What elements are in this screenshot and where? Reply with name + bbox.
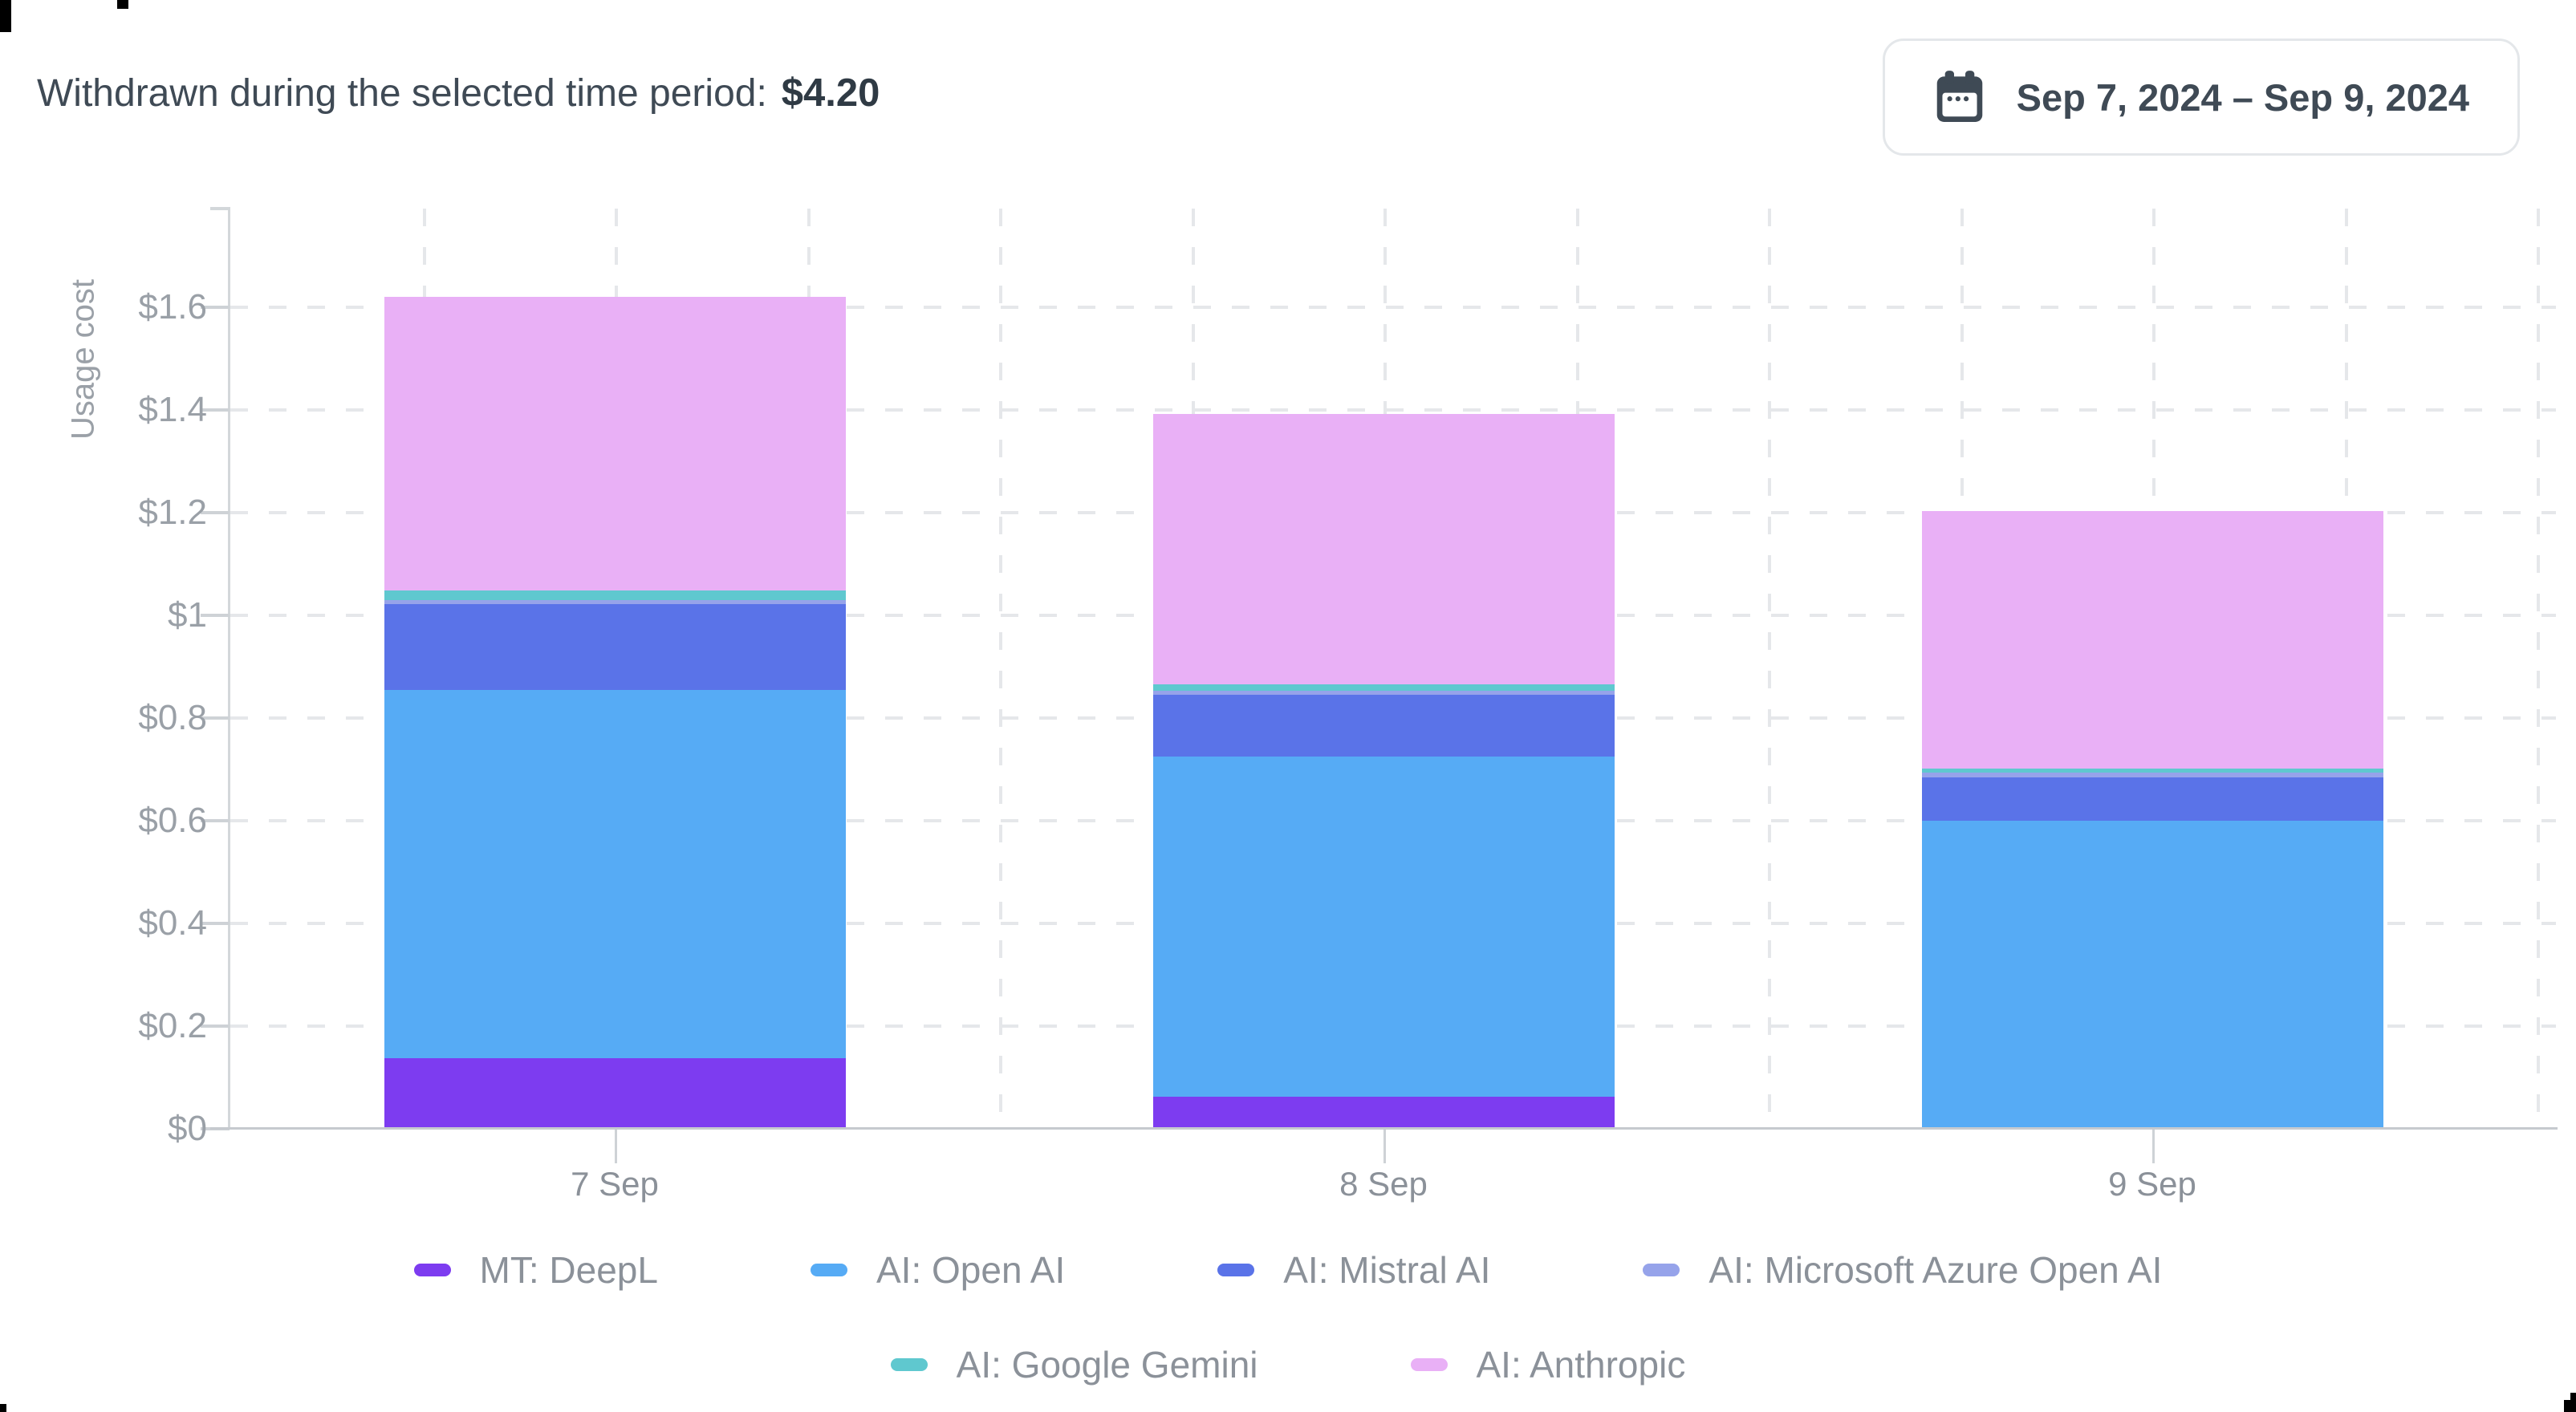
withdrawn-label: Withdrawn during the selected time perio… (37, 72, 767, 115)
y-tick-mark (201, 511, 230, 514)
bar-segment[interactable] (1921, 769, 2383, 773)
y-axis-line (228, 207, 230, 1130)
x-tick-label: 7 Sep (571, 1165, 659, 1203)
page-crop-artifact (0, 0, 11, 32)
legend-swatch-icon (810, 1264, 847, 1276)
y-tick-label: $1.2 (138, 493, 207, 532)
x-tick-label: 8 Sep (1339, 1165, 1428, 1203)
legend-swatch-icon (1643, 1264, 1680, 1276)
legend-swatch-icon (1410, 1358, 1448, 1371)
legend-item[interactable]: AI: Open AI (810, 1248, 1066, 1292)
legend-item[interactable]: MT: DeepL (413, 1248, 658, 1292)
calendar-icon (1933, 69, 1986, 125)
legend-item[interactable]: AI: Google Gemini (890, 1343, 1258, 1386)
h-gridline (230, 306, 2556, 309)
withdrawn-summary: Withdrawn during the selected time perio… (37, 71, 880, 116)
x-tick-mark (2152, 1130, 2155, 1163)
legend-item[interactable]: AI: Anthropic (1410, 1343, 1686, 1386)
legend-label: AI: Mistral AI (1283, 1249, 1491, 1291)
h-gridline (230, 408, 2556, 412)
page-crop-artifact (2570, 1393, 2576, 1400)
legend-row: MT: DeepL AI: Open AI AI: Mistral AI AI: Mi… (0, 1248, 2576, 1292)
y-tick-mark (201, 614, 230, 617)
page-crop-artifact (0, 1404, 6, 1412)
bar-segment[interactable] (384, 297, 846, 590)
bar-segment[interactable] (1921, 511, 2383, 769)
bar-segment[interactable] (1152, 684, 1615, 691)
bar-segment[interactable] (384, 604, 846, 690)
x-axis-line (210, 1127, 2558, 1130)
legend-label: AI: Microsoft Azure Open AI (1709, 1249, 2163, 1291)
v-gridline (1768, 209, 1771, 1128)
legend-label: MT: DeepL (479, 1249, 658, 1291)
y-tick-mark (201, 1025, 230, 1028)
legend-label: AI: Open AI (876, 1249, 1066, 1291)
y-tick-label: $1.4 (138, 390, 207, 429)
y-tick-mark (201, 922, 230, 925)
v-gridline (999, 209, 1002, 1128)
legend-item[interactable]: AI: Mistral AI (1217, 1248, 1490, 1292)
bar-segment[interactable] (1152, 414, 1615, 684)
bar-segment[interactable] (1921, 821, 2383, 1127)
y-tick-mark (201, 408, 230, 412)
page-crop-artifact (2564, 1400, 2576, 1412)
date-range-picker[interactable]: Sep 7, 2024 – Sep 9, 2024 (1882, 39, 2520, 156)
bar-segment[interactable] (384, 1058, 846, 1127)
y-tick-label: $0.4 (138, 903, 207, 943)
y-axis-cap (210, 207, 230, 210)
y-tick-mark (201, 819, 230, 822)
y-tick-label: $0.6 (138, 801, 207, 840)
legend-label: AI: Google Gemini (956, 1344, 1258, 1386)
legend-label: AI: Anthropic (1476, 1344, 1686, 1386)
bar-segment[interactable] (1152, 695, 1615, 757)
legend-row: AI: Google Gemini AI: Anthropic (0, 1343, 2576, 1386)
bar-segment[interactable] (384, 600, 846, 604)
y-tick-label: $0 (168, 1109, 207, 1148)
date-range-label: Sep 7, 2024 – Sep 9, 2024 (2016, 75, 2469, 119)
bar-segment[interactable] (1921, 773, 2383, 777)
page-crop-artifact (117, 0, 128, 9)
y-tick-mark (201, 306, 230, 309)
y-tick-label: $0.2 (138, 1006, 207, 1045)
bar-segment[interactable] (384, 590, 846, 600)
x-tick-mark (615, 1130, 617, 1163)
v-gridline (2537, 209, 2540, 1128)
bar-segment[interactable] (1152, 1097, 1615, 1127)
x-tick-mark (1383, 1130, 1386, 1163)
y-tick-mark (201, 716, 230, 720)
x-tick-label: 9 Sep (2108, 1165, 2196, 1203)
y-tick-label: $1 (168, 595, 207, 635)
bar-segment[interactable] (384, 690, 846, 1058)
y-tick-label: $0.8 (138, 698, 207, 737)
legend-swatch-icon (413, 1264, 451, 1276)
bar-segment[interactable] (1152, 691, 1615, 695)
bar-segment[interactable] (1152, 757, 1615, 1097)
legend-item[interactable]: AI: Microsoft Azure Open AI (1643, 1248, 2162, 1292)
legend-swatch-icon (1217, 1264, 1255, 1276)
legend-swatch-icon (890, 1358, 928, 1371)
bar-segment[interactable] (1921, 777, 2383, 821)
withdrawn-amount: $4.20 (781, 71, 880, 115)
y-tick-label: $1.6 (138, 287, 207, 327)
